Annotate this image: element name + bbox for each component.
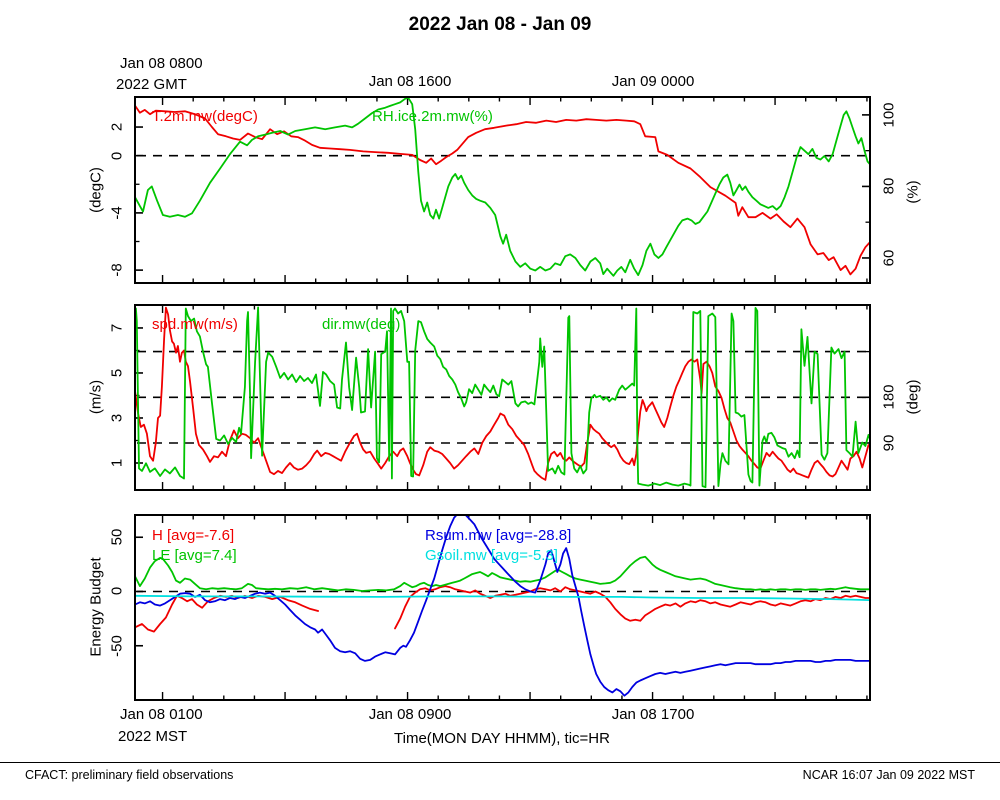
top-axis-label-first-line2: 2022 GMT (116, 76, 187, 93)
y-tick-label: 100 (880, 102, 898, 128)
y-tick-label: -4 (108, 206, 126, 220)
y-tick-label: 1 (108, 458, 126, 468)
y-tick-label: 0 (108, 587, 126, 596)
top-axis-label-mid: Jan 08 1600 (368, 73, 452, 90)
bottom-axis-label-mid: Jan 08 0900 (368, 706, 452, 723)
series-label-humidity: RH.ice.2m.mw(%) (372, 108, 493, 125)
series-label-temperature: T.2m.mw(degC) (152, 108, 258, 125)
series-label-wind-direction: dir.mw(deg) (322, 316, 401, 333)
right-axis-title-panel1: (%) (904, 180, 922, 204)
y-tick-label: 90 (880, 434, 898, 452)
top-axis-label-first-line1: Jan 08 0800 (120, 55, 203, 72)
bottom-axis-label-first-line1: Jan 08 0100 (120, 706, 203, 723)
footer-left-text: CFACT: preliminary field observations (25, 768, 234, 782)
series-label-latent-heat: LE [avg=7.4] (152, 547, 237, 564)
footer-right-text: NCAR 16:07 Jan 09 2022 MST (802, 768, 975, 782)
left-axis-title-panel3: Energy Budget (87, 557, 105, 657)
left-axis-title-panel2: (m/s) (87, 379, 105, 415)
right-axis-title-panel2: (deg) (904, 379, 922, 415)
left-axis-title-panel1: (degC) (87, 167, 105, 213)
series-label-rsum: Rsum.mw [avg=-28.8] (425, 527, 572, 544)
y-tick-label: 80 (880, 178, 898, 195)
series-label-wind-speed: spd.mw(m/s) (152, 316, 238, 333)
bottom-axis-label-right: Jan 08 1700 (611, 706, 695, 723)
y-tick-label: 3 (108, 413, 126, 423)
series-label-sensible-heat: H [avg=-7.6] (152, 527, 235, 544)
y-tick-label: 5 (108, 368, 126, 378)
y-tick-label: 2 (108, 122, 126, 132)
y-tick-label: 0 (108, 151, 126, 160)
top-axis-label-right: Jan 09 0000 (611, 73, 695, 90)
y-tick-label: -50 (108, 634, 126, 657)
y-tick-label: 60 (880, 249, 898, 267)
footer-divider (0, 762, 1000, 763)
series-label-gsoil: Gsoil.mw [avg=-5.3] (425, 547, 558, 564)
y-tick-label: -8 (108, 263, 126, 277)
bottom-axis-label-first-line2: 2022 MST (118, 728, 188, 745)
y-tick-label: 50 (108, 528, 126, 546)
y-tick-label: 7 (108, 323, 126, 333)
page-title: 2022 Jan 08 - Jan 09 (408, 14, 592, 35)
x-axis-title: Time(MON DAY HHMM), tic=HR (394, 730, 610, 747)
y-tick-label: 180 (880, 384, 898, 410)
